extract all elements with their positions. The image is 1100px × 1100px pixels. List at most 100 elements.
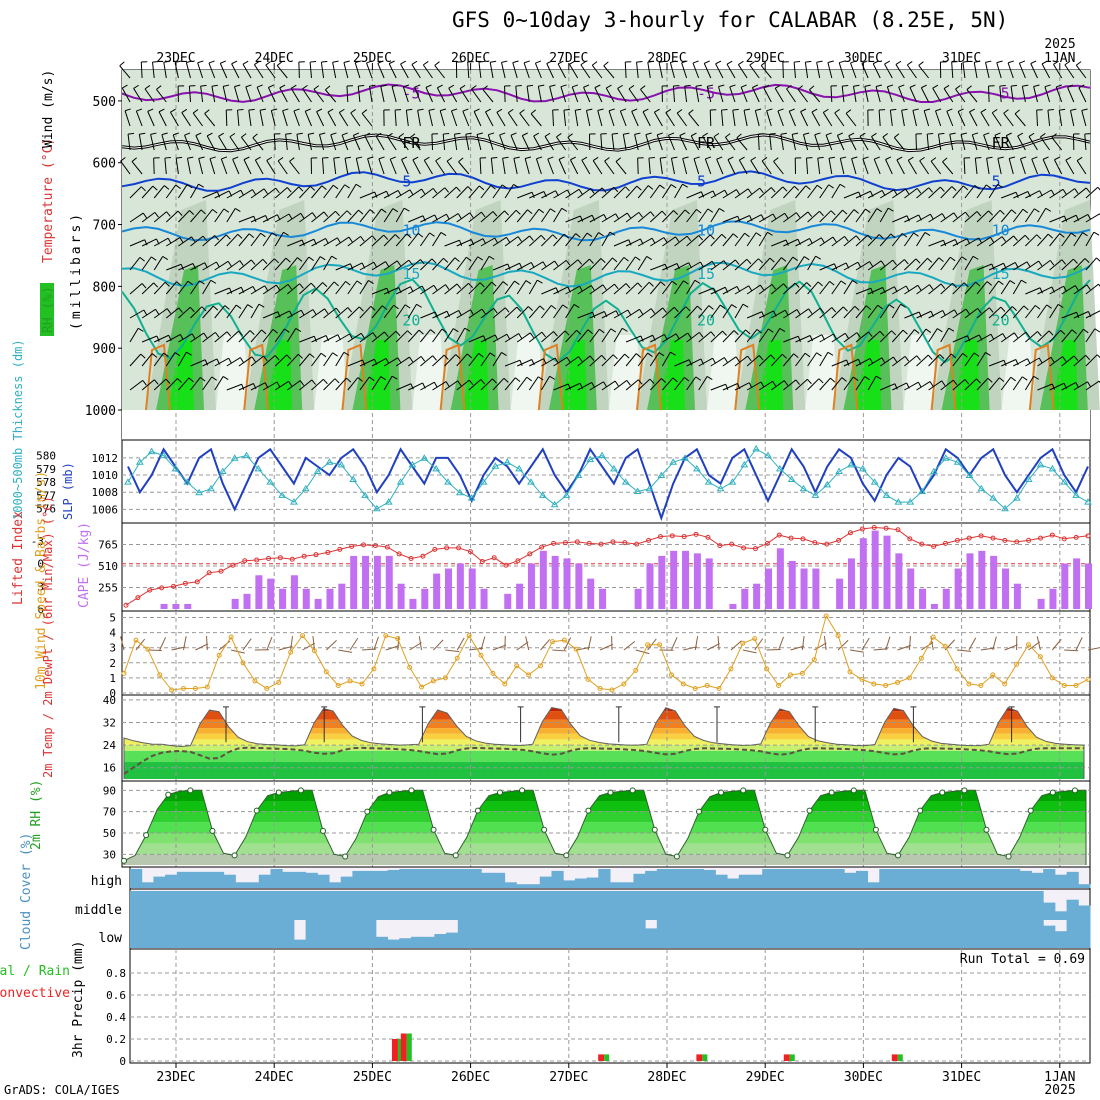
- year-label-top: 2025: [1044, 37, 1075, 52]
- wind-barb: [988, 280, 999, 295]
- wind-barb-flag: [480, 379, 486, 385]
- rh-tick-label: 30: [103, 848, 116, 861]
- wind-barb-flag: [144, 85, 151, 90]
- li-point: [491, 555, 497, 561]
- wind-barb-flag: [663, 237, 668, 243]
- wind-barb: [513, 158, 518, 175]
- cloud-bar-low: [703, 920, 716, 948]
- wind-barb: [825, 134, 833, 151]
- wind-barb-10m: [897, 644, 911, 651]
- wind-barb: [952, 379, 966, 391]
- wind-barb: [898, 86, 905, 103]
- wind-barb-flag: [727, 156, 734, 161]
- cloud-bar-middle: [750, 891, 763, 920]
- cape-bar: [705, 558, 713, 609]
- wind-barb: [878, 110, 881, 127]
- wind-speed-point: [1049, 675, 1055, 681]
- wind-barb: [226, 383, 242, 391]
- wind-barb: [891, 233, 903, 247]
- wind-barb: [1085, 283, 1099, 295]
- wind-barb-flag: [515, 377, 521, 382]
- wind-barb: [855, 287, 872, 295]
- wind-barb: [1058, 110, 1063, 127]
- wind-barb: [467, 62, 470, 79]
- cloud-bar-middle: [914, 891, 927, 920]
- wind-barb-flag: [807, 378, 812, 385]
- wind-barb: [577, 355, 591, 367]
- wind-barb-flag: [332, 60, 339, 63]
- wind-barb: [662, 306, 675, 319]
- rh-band-max: [560, 340, 587, 410]
- wind-barb-flag: [808, 308, 813, 315]
- wind-barb: [698, 190, 714, 199]
- cloud-bar-low: [352, 920, 365, 948]
- wind-barb-flag: [733, 330, 739, 336]
- wind-barb: [432, 381, 447, 391]
- wind-barb-flag: [181, 108, 188, 114]
- wind-barb-flag: [535, 60, 542, 64]
- wind-barb-flag: [704, 60, 710, 64]
- wind-barb-flag: [840, 156, 847, 159]
- wind-barb-flag: [707, 84, 714, 87]
- wind-barb-flag: [825, 132, 832, 136]
- wind-barb: [831, 262, 847, 271]
- wind-barb: [186, 158, 191, 175]
- wind-barb-10m: [814, 642, 827, 651]
- temperature-axis-label: Temperature (°C): [41, 138, 56, 263]
- wind-barb-flag: [428, 108, 435, 111]
- wind-barb: [359, 235, 373, 247]
- wind-barb-flag: [941, 380, 946, 387]
- wind-barb-flag: [263, 355, 268, 362]
- bottom-date-label: 1JAN: [1044, 1070, 1075, 1085]
- cape-bar: [1073, 558, 1081, 609]
- wind-barb: [949, 134, 954, 151]
- wind-barb-flag: [833, 263, 838, 270]
- precip-bar-total: [702, 1054, 708, 1061]
- wind-barb-flag: [665, 108, 672, 114]
- wind-barb-flag: [223, 84, 230, 87]
- wind-barb: [274, 354, 288, 367]
- lifted-index-line: [123, 525, 1091, 608]
- cape-bar: [516, 583, 524, 609]
- wind-barb: [516, 332, 531, 343]
- wind-barb: [468, 379, 482, 391]
- wind-barb-flag: [661, 378, 667, 384]
- cloud-bar-low: [492, 920, 506, 948]
- wind-barb-flag: [186, 60, 193, 64]
- wind-barb-flag: [696, 208, 702, 214]
- wind-barb-flag: [513, 156, 520, 159]
- wind-barb: [879, 356, 894, 367]
- wind-tick-label: 1: [109, 672, 116, 685]
- thickness-marker: [242, 451, 251, 459]
- wind-barb: [347, 332, 362, 343]
- wind-barb: [773, 161, 784, 175]
- wind-barb-flag: [396, 260, 402, 267]
- wind-barb: [541, 190, 556, 199]
- cloud-bar-high: [422, 869, 435, 888]
- wind-barb: [926, 134, 930, 151]
- wind-barb-flag: [274, 355, 280, 361]
- wind-barb: [960, 134, 966, 151]
- wind-barb: [1025, 190, 1040, 199]
- wind-barb: [238, 286, 254, 295]
- wind-barb: [516, 376, 528, 391]
- wind-barb-10m: [1064, 649, 1079, 652]
- wind-barb: [1036, 109, 1038, 127]
- wind-barb-flag: [684, 209, 690, 215]
- wind-barb-flag: [614, 380, 619, 387]
- wind-barb-flag: [744, 232, 750, 238]
- wind-barb-flag: [211, 376, 217, 381]
- wind-barb: [202, 261, 217, 271]
- wind-barb-flag: [905, 285, 910, 292]
- wind-barb: [1061, 285, 1076, 295]
- cloud-bar-middle: [305, 891, 318, 920]
- 10m-wind-barbs: [120, 635, 1100, 655]
- wind-barb-flag: [1070, 232, 1077, 237]
- wind-barb-flag: [814, 132, 821, 136]
- wind-barb: [722, 383, 738, 391]
- wind-barb-flag: [989, 237, 995, 243]
- thickness-marker: [752, 445, 761, 452]
- wind-barb: [462, 110, 470, 127]
